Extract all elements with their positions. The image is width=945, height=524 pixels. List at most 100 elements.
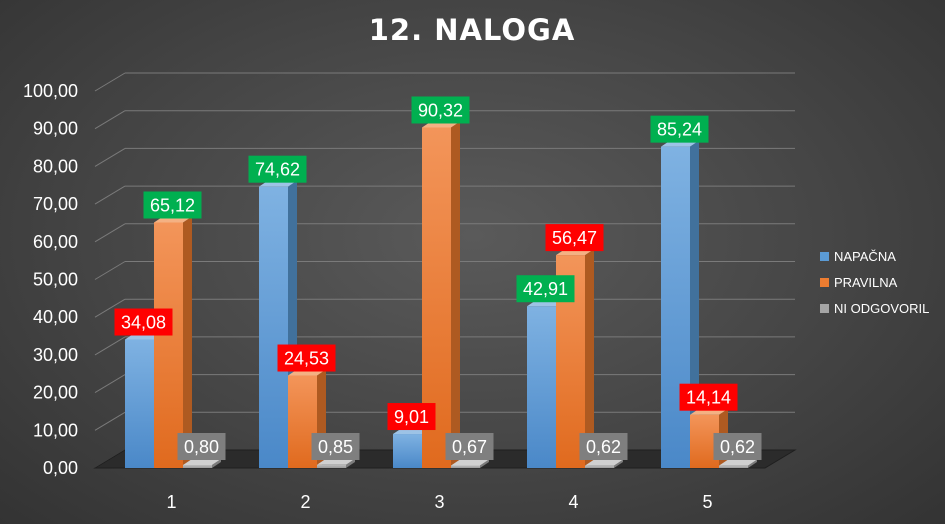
y-tick-label: 60,00 (33, 232, 78, 252)
chart-title: 12. NALOGA (369, 13, 576, 47)
y-tick-label: 90,00 (33, 119, 78, 139)
data-label-text: 9,01 (394, 407, 429, 427)
bar (154, 222, 183, 468)
data-label-box (248, 155, 307, 183)
y-tick-label: 100,00 (23, 81, 78, 101)
bar-top (585, 459, 623, 466)
data-label-box (311, 433, 360, 460)
gridline-side (94, 223, 126, 243)
data-label: 65,12 (143, 191, 202, 219)
bar-top (183, 458, 221, 465)
data-label-box (177, 433, 226, 460)
data-label-text: 42,91 (523, 279, 568, 299)
bars (125, 121, 757, 469)
data-label-box (650, 115, 709, 143)
data-label: 24,53 (277, 344, 336, 372)
bar (317, 464, 346, 468)
data-label-text: 0,80 (184, 437, 219, 457)
data-label: 90,32 (411, 96, 470, 124)
data-label-box (411, 96, 470, 124)
x-tick-label: 5 (702, 492, 712, 512)
bar-side (451, 121, 460, 469)
bar-top (451, 459, 489, 466)
y-tick-label: 40,00 (33, 307, 78, 327)
data-label: 0,67 (445, 433, 494, 460)
y-tick-label: 10,00 (33, 420, 78, 440)
gridline-side (94, 185, 126, 205)
data-label: 9,01 (387, 403, 436, 431)
bar (585, 465, 614, 468)
data-label-box (277, 344, 336, 372)
x-tick-label: 1 (166, 492, 176, 512)
x-tick-label: 4 (568, 492, 578, 512)
data-label-text: 0,67 (452, 437, 487, 457)
bar (393, 434, 422, 468)
legend-entry: PRAVILNA (834, 275, 898, 290)
bar (183, 464, 212, 468)
data-label-box (114, 308, 173, 336)
legend-entry: NAPAČNA (834, 249, 896, 264)
gridline-side (94, 110, 126, 130)
legend-swatch (820, 304, 829, 313)
data-label-text: 24,53 (284, 349, 329, 369)
x-tick-label: 3 (434, 492, 444, 512)
data-label-box (545, 224, 604, 252)
data-label-box (679, 383, 738, 411)
data-label: 0,80 (177, 433, 226, 460)
x-tick-label: 2 (300, 492, 310, 512)
data-label: 56,47 (545, 224, 604, 252)
gridline-side (94, 72, 126, 92)
data-label-text: 0,85 (318, 437, 353, 457)
bar (661, 146, 690, 468)
bar-side (480, 459, 489, 468)
y-tick-label: 70,00 (33, 194, 78, 214)
data-label-text: 56,47 (552, 228, 597, 248)
y-tick-label: 30,00 (33, 345, 78, 365)
bar-side (585, 249, 594, 468)
gridline-side (94, 336, 126, 356)
bar-side (614, 459, 623, 468)
data-label: 0,62 (713, 433, 762, 460)
y-tick-label: 20,00 (33, 383, 78, 403)
data-label-text: 0,62 (586, 437, 621, 457)
data-label: 0,85 (311, 433, 360, 460)
bar (719, 465, 748, 468)
y-tick-label: 50,00 (33, 270, 78, 290)
bar-side (183, 216, 192, 468)
bar-side (212, 458, 221, 468)
legend-swatch (820, 278, 829, 287)
bar (259, 186, 288, 468)
data-label-box (516, 275, 575, 303)
y-tick-label: 0,00 (43, 458, 78, 478)
legend: NAPAČNA PRAVILNA NI ODGOVORIL (820, 249, 929, 316)
data-label-text: 34,08 (121, 313, 166, 333)
data-label-box (579, 433, 628, 460)
data-label-box (445, 433, 494, 460)
bar (451, 465, 480, 468)
x-axis: 1 2 3 4 5 (166, 492, 712, 512)
bar (527, 306, 556, 468)
y-tick-label: 80,00 (33, 156, 78, 176)
bar-side (346, 458, 355, 468)
gridline-side (94, 147, 126, 167)
data-label: 34,08 (114, 308, 173, 336)
gridline-side (94, 261, 126, 280)
bar (125, 339, 154, 468)
bar-top (317, 458, 355, 465)
data-labels: 34,08 65,12 0,80 74,62 24,53 0,85 9,01 90,32 0,6… (114, 96, 762, 460)
data-label: 85,24 (650, 115, 709, 143)
bar-top (719, 459, 757, 466)
legend-entry: NI ODGOVORIL (834, 301, 929, 316)
data-label-text: 85,24 (657, 120, 702, 140)
data-label-box (143, 191, 202, 219)
data-label-text: 74,62 (255, 160, 300, 180)
data-label-box (713, 433, 762, 460)
gridline-side (94, 374, 126, 394)
bar-side (748, 459, 757, 468)
data-label: 0,62 (579, 433, 628, 460)
data-label-text: 90,32 (418, 100, 463, 120)
data-label: 74,62 (248, 155, 307, 183)
y-axis: 0,00 10,00 20,00 30,00 40,00 50,00 60,00 70,00 8… (23, 81, 78, 478)
